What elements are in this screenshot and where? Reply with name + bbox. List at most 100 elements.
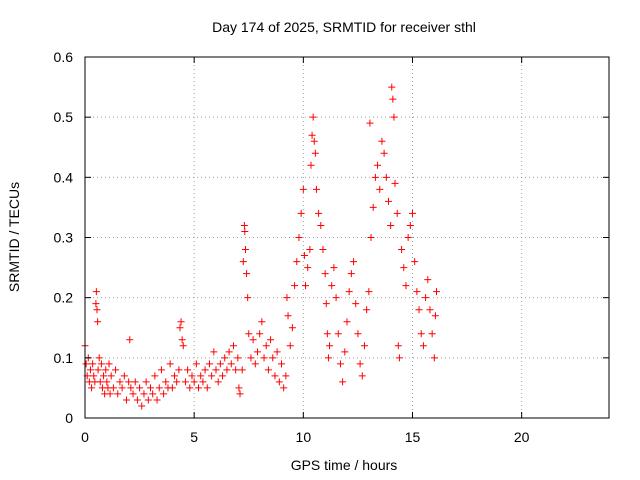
data-point	[282, 372, 290, 380]
data-point	[127, 384, 135, 392]
data-point	[109, 384, 117, 392]
data-point	[413, 288, 421, 296]
data-point	[363, 306, 371, 314]
data-point	[244, 294, 252, 302]
data-point	[149, 390, 157, 398]
data-point	[390, 113, 398, 121]
data-point	[365, 288, 373, 296]
data-point	[238, 366, 246, 374]
data-point	[153, 396, 161, 404]
data-point	[176, 324, 184, 332]
data-point	[352, 300, 360, 308]
data-point	[142, 378, 150, 386]
data-point	[249, 336, 257, 344]
data-markers	[81, 83, 441, 410]
data-point	[178, 336, 186, 344]
data-point	[175, 366, 183, 374]
data-point	[241, 227, 249, 235]
data-point	[393, 209, 401, 217]
data-point	[395, 354, 403, 362]
data-point	[350, 258, 358, 266]
data-point	[288, 324, 296, 332]
data-point	[286, 342, 294, 350]
data-point	[402, 282, 410, 290]
data-point	[171, 372, 179, 380]
data-point	[358, 372, 366, 380]
data-point	[129, 390, 137, 398]
data-point	[341, 348, 349, 356]
data-point	[382, 173, 390, 181]
data-point	[88, 384, 96, 392]
data-point	[229, 342, 237, 350]
data-point	[398, 246, 406, 254]
data-point	[422, 294, 430, 302]
data-point	[82, 360, 90, 368]
data-point	[190, 378, 198, 386]
data-point	[411, 258, 419, 266]
data-point	[166, 360, 174, 368]
data-point	[210, 348, 218, 356]
x-tick-label: 0	[81, 429, 89, 445]
data-point	[118, 384, 126, 392]
data-point	[192, 360, 200, 368]
data-point	[311, 149, 319, 157]
data-point	[426, 306, 434, 314]
data-point	[378, 137, 386, 145]
data-point	[315, 209, 323, 217]
data-point	[131, 378, 139, 386]
data-point	[116, 378, 124, 386]
data-point	[312, 185, 320, 193]
data-point	[391, 179, 399, 187]
data-point	[216, 360, 224, 368]
data-point	[100, 372, 108, 380]
data-point	[415, 306, 423, 314]
data-point	[334, 330, 342, 338]
data-point	[86, 366, 94, 374]
data-point	[283, 294, 291, 302]
data-point	[371, 173, 379, 181]
data-point	[186, 384, 194, 392]
data-point	[90, 372, 98, 380]
data-point	[336, 360, 344, 368]
x-tick-label: 10	[296, 429, 312, 445]
data-point	[271, 372, 279, 380]
data-point	[120, 372, 128, 380]
data-point	[107, 372, 115, 380]
data-point	[291, 282, 299, 290]
data-point	[92, 300, 100, 308]
data-point	[308, 131, 316, 139]
data-point	[181, 378, 189, 386]
data-point	[245, 330, 253, 338]
data-point	[208, 372, 216, 380]
data-point	[419, 342, 427, 350]
data-point	[251, 360, 259, 368]
data-point	[247, 354, 255, 362]
data-point	[256, 330, 264, 338]
data-point	[366, 119, 374, 127]
data-point	[240, 221, 248, 229]
y-axis-title: SRMTID / TECUs	[6, 182, 22, 292]
data-point	[321, 270, 329, 278]
data-point	[275, 378, 283, 386]
data-point	[94, 318, 102, 326]
data-point	[236, 390, 244, 398]
tick-labels: 0 5 10 15 20 0 0.1 0.2 0.3 0.4 0.5 0.6	[54, 49, 530, 445]
data-point	[406, 221, 414, 229]
y-tick-label: 0.4	[54, 169, 74, 185]
data-point	[428, 330, 436, 338]
data-point	[347, 270, 355, 278]
data-point	[307, 161, 315, 169]
data-point	[258, 318, 266, 326]
data-point	[264, 366, 272, 374]
data-point	[95, 354, 103, 362]
data-point	[345, 288, 353, 296]
data-point	[199, 378, 207, 386]
axis-ticks	[84, 56, 609, 419]
x-tick-label: 15	[405, 429, 421, 445]
data-point	[234, 354, 242, 362]
data-point	[293, 258, 301, 266]
data-point	[227, 360, 235, 368]
data-point	[297, 209, 305, 217]
data-point	[430, 354, 438, 362]
